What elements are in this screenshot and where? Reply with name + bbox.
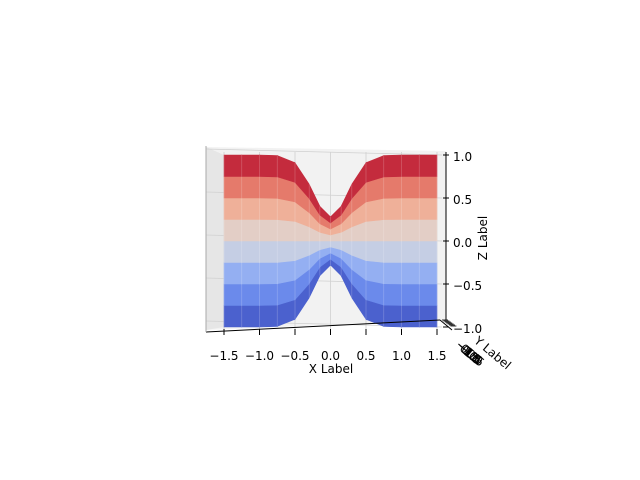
surface-facet xyxy=(259,197,278,220)
surface-facet xyxy=(383,154,402,178)
surface-facet xyxy=(259,283,278,306)
x-tick-label: 1.5 xyxy=(427,349,446,363)
surface-facet xyxy=(223,283,243,306)
surface-plot xyxy=(223,154,438,328)
x-tick-label: 1.0 xyxy=(392,349,411,363)
surface-facet xyxy=(383,283,402,306)
surface-facet xyxy=(241,219,260,242)
x-axis-line xyxy=(205,319,441,333)
surface-facet xyxy=(418,240,438,263)
z-grid-line xyxy=(205,148,443,156)
surface-facet xyxy=(418,305,438,328)
surface-facet xyxy=(401,219,420,242)
surface-facet xyxy=(241,305,260,328)
surface-facet xyxy=(401,197,420,220)
surface-facet xyxy=(259,240,278,263)
surface-facet xyxy=(401,176,420,199)
z-tick-label: 0.0 xyxy=(453,236,472,250)
surface-facet xyxy=(276,219,296,242)
x-axis-label: X Label xyxy=(309,362,353,376)
surface-facet xyxy=(241,197,260,220)
z-tick-label: 0.5 xyxy=(453,193,472,207)
surface-facet xyxy=(383,262,402,285)
y-axis-line xyxy=(439,319,453,331)
x-tick-label: −1.5 xyxy=(209,349,238,363)
surface-facet xyxy=(383,176,402,199)
surface-facet xyxy=(223,262,243,285)
surface-facet xyxy=(259,219,278,242)
surface-facet xyxy=(259,262,278,285)
surface-facet xyxy=(276,260,296,285)
surface-facet xyxy=(418,154,438,177)
surface-facet xyxy=(223,197,243,220)
surface-facet xyxy=(418,219,438,242)
surface-facet xyxy=(259,154,278,178)
surface-facet xyxy=(401,240,420,263)
surface-facet xyxy=(241,283,260,306)
surface-facet xyxy=(241,176,260,199)
z-tick-label: −1.0 xyxy=(453,322,482,336)
x-tick-label: 0.5 xyxy=(356,349,375,363)
surface-facet xyxy=(259,176,278,199)
surface-facet xyxy=(401,283,420,306)
z-axis-label: Z Label xyxy=(476,216,490,260)
surface-facet xyxy=(383,197,402,220)
surface-facet xyxy=(418,197,438,220)
surface-facet xyxy=(241,262,260,285)
x-tick-label: −0.5 xyxy=(280,349,309,363)
x-tick-label: −1.0 xyxy=(245,349,274,363)
axes xyxy=(205,146,453,333)
surface-facet xyxy=(223,176,243,199)
surface-facet xyxy=(259,304,278,328)
z-axis-ticks: −1.0 −0.5 0.0 0.5 1.0 xyxy=(443,150,482,336)
z-tick-label: −0.5 xyxy=(453,279,482,293)
surface-facet xyxy=(383,240,402,263)
surface-facet xyxy=(383,304,402,328)
surface-facet xyxy=(223,154,243,177)
x-tick-label: 0.0 xyxy=(321,349,340,363)
surface-facet xyxy=(401,154,420,177)
surface-facet xyxy=(383,219,402,242)
x-axis-ticks: −1.5 −1.0 −0.5 0.0 0.5 1.0 1.5 xyxy=(209,329,447,363)
surface-facet xyxy=(223,305,243,328)
surface-facet xyxy=(223,240,243,263)
surface-facet xyxy=(418,283,438,306)
surface-facet xyxy=(365,240,385,263)
surface-facet xyxy=(365,197,385,222)
surface-facet xyxy=(241,240,260,263)
surface-facet xyxy=(418,262,438,285)
pane-side xyxy=(206,147,224,330)
surface-facet xyxy=(241,154,260,177)
surface-facet xyxy=(276,197,296,222)
surface-facet xyxy=(365,260,385,285)
surface-facet xyxy=(223,219,243,242)
z-tick-label: 1.0 xyxy=(453,150,472,164)
surface-facet xyxy=(365,219,385,242)
surface-facet xyxy=(401,305,420,328)
surface-facet xyxy=(276,240,296,263)
surface-facet xyxy=(401,262,420,285)
surface-facet xyxy=(418,176,438,199)
